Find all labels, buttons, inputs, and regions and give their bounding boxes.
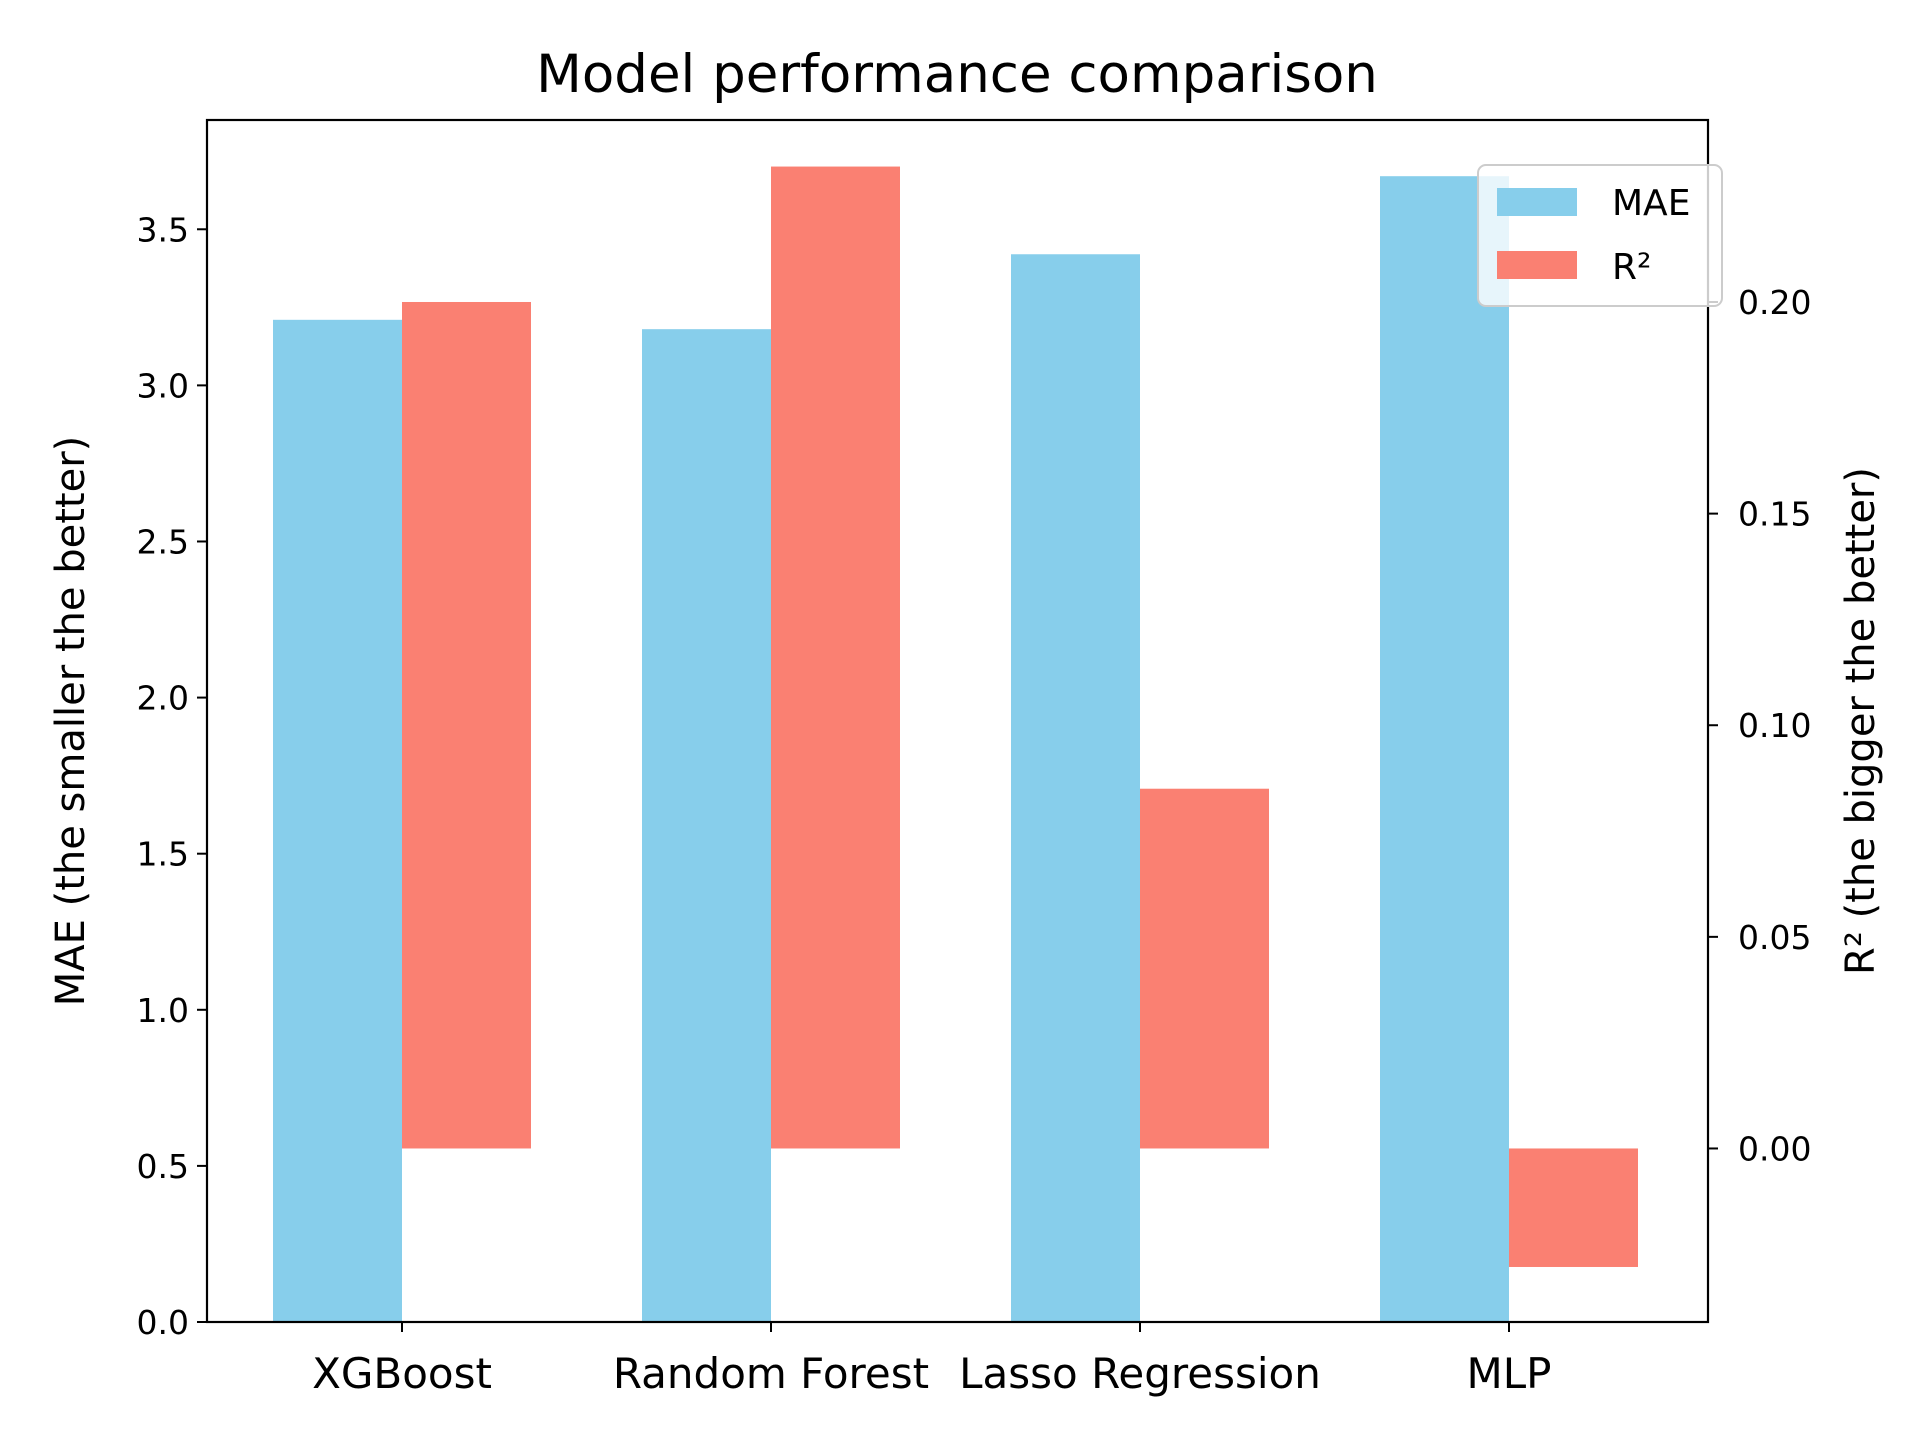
bar-r2-3: [1509, 1148, 1638, 1267]
bar-mae-0: [273, 319, 402, 1322]
y-tick-label-right-1: 0.05: [1738, 918, 1811, 957]
bar-r2-1: [771, 166, 900, 1149]
y-tick-label-right-3: 0.15: [1738, 495, 1811, 534]
x-tick-label-1: Random Forest: [613, 1349, 929, 1398]
y-tick-label-left-2: 1.0: [137, 991, 189, 1030]
legend: MAE R²: [1477, 164, 1723, 307]
y-tick-label-left-6: 3.0: [137, 366, 189, 405]
bar-r2-0: [402, 301, 531, 1149]
y-tick-label-right-4: 0.20: [1738, 283, 1811, 322]
y-tick-label-right-0: 0.00: [1738, 1129, 1811, 1168]
legend-swatch-r2: [1497, 251, 1577, 279]
bar-mae-1: [642, 329, 771, 1323]
bar-mae-2: [1011, 254, 1140, 1322]
y-tick-label-left-5: 2.5: [137, 522, 189, 561]
chart-title: Model performance comparison: [536, 44, 1378, 105]
y-axis-label-right: R² (the bigger the better): [1838, 467, 1884, 975]
legend-swatch-mae: [1497, 188, 1577, 216]
x-tick-label-3: MLP: [1467, 1349, 1552, 1398]
y-tick-label-left-0: 0.0: [137, 1303, 189, 1342]
y-tick-label-left-1: 0.5: [137, 1147, 189, 1186]
legend-label-r2: R²: [1612, 247, 1651, 288]
bar-r2-2: [1140, 788, 1269, 1149]
y-tick-label-left-7: 3.5: [137, 210, 189, 249]
plot-frame: [205, 118, 1710, 1324]
x-tick-label-2: Lasso Regression: [959, 1349, 1321, 1398]
y-tick-label-left-3: 1.5: [137, 835, 189, 874]
legend-label-mae: MAE: [1612, 183, 1690, 224]
y-tick-label-right-2: 0.10: [1738, 706, 1811, 745]
bar-mae-3: [1380, 176, 1509, 1323]
y-axis-label-left: MAE (the smaller the better): [48, 436, 94, 1007]
y-tick-label-left-4: 2.0: [137, 679, 189, 718]
x-tick-label-0: XGBoost: [312, 1349, 492, 1398]
